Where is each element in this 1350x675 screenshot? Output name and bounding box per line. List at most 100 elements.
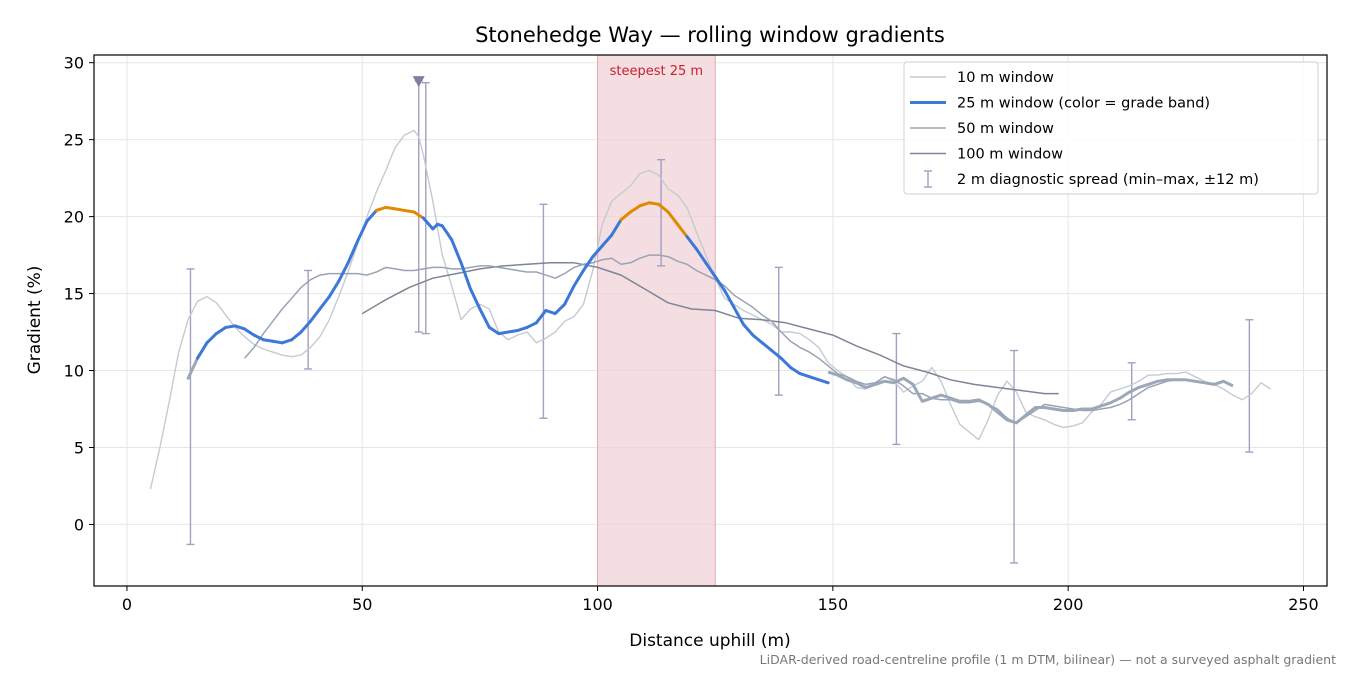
series-25m-segment-16 bbox=[337, 261, 350, 283]
series-25m-segment-9 bbox=[271, 339, 284, 345]
series-25m-segment-39 bbox=[544, 308, 557, 316]
series-25m-segment-17 bbox=[346, 239, 360, 265]
series-25m-segment-5 bbox=[233, 324, 247, 331]
x-tick-label-250: 250 bbox=[1288, 595, 1319, 614]
series-25m-segment-29 bbox=[450, 238, 463, 265]
peak-marker bbox=[412, 76, 425, 88]
y-tick-label-30: 30 bbox=[64, 54, 84, 73]
legend-box bbox=[903, 61, 1319, 195]
series-25m-segment-20 bbox=[374, 205, 388, 212]
y-tick-label-10: 10 bbox=[64, 362, 84, 381]
series-25m-segment-51 bbox=[657, 202, 670, 214]
series-25m-segment-33 bbox=[487, 325, 501, 336]
series-25m-segment-57 bbox=[713, 275, 727, 292]
x-axis-label: Distance uphill (m) bbox=[629, 631, 790, 651]
series-25m-segment-61 bbox=[751, 333, 764, 345]
y-tick-label-25: 25 bbox=[64, 131, 84, 150]
series-25m-segment-13 bbox=[308, 307, 322, 323]
y-tick-label-20: 20 bbox=[64, 208, 84, 227]
series-25m-segment-47 bbox=[619, 210, 632, 222]
series-25m-segment-66 bbox=[798, 372, 811, 379]
series-25m-segment-55 bbox=[694, 247, 708, 265]
series-25m-segment-10 bbox=[280, 338, 294, 345]
series-25m-segment-3 bbox=[214, 325, 228, 336]
series-25m-segment-63 bbox=[770, 349, 783, 360]
series-25m-segment-24 bbox=[412, 210, 425, 220]
series-10m-line bbox=[149, 129, 1271, 490]
series-25m-segment-48 bbox=[628, 204, 642, 214]
series-25m-segment-49 bbox=[638, 201, 651, 208]
series-25m-segment-60 bbox=[741, 322, 755, 337]
series-25m-segment-4 bbox=[224, 324, 237, 329]
x-tick-label-50: 50 bbox=[352, 595, 372, 614]
series-25m-segment-12 bbox=[299, 319, 312, 334]
series-25m-segment-15 bbox=[327, 279, 341, 299]
plot-area: steepest 25 m 0 50 100 150 200 250 0 5 10 15 20 25 30 bbox=[64, 54, 1328, 614]
series-25m-segment-23 bbox=[403, 208, 416, 214]
legend-label-2: 50 m window bbox=[957, 121, 1054, 137]
series-25m-segment-11 bbox=[290, 330, 303, 342]
series-25m-segment-38 bbox=[534, 308, 548, 325]
series-25m-segment-7 bbox=[252, 333, 265, 342]
series-25m-segment-37 bbox=[525, 321, 538, 329]
series-25m-segment-32 bbox=[478, 307, 491, 329]
series-25m-segment-44 bbox=[591, 244, 604, 259]
series-25m-segment-67 bbox=[807, 375, 821, 382]
y-axis-label: Gradient (%) bbox=[25, 266, 45, 375]
series-25m-segment-18 bbox=[356, 219, 369, 243]
series-25m-segment-31 bbox=[468, 287, 482, 311]
series-25m-segment-58 bbox=[723, 288, 736, 309]
x-tick-label-0: 0 bbox=[122, 595, 132, 614]
series-25m-segment-65 bbox=[789, 365, 802, 376]
steepest-band-label: steepest 25 m bbox=[610, 64, 703, 79]
series-25m-segment-50 bbox=[647, 201, 661, 206]
series-25m-segment-6 bbox=[243, 327, 256, 337]
series-25m-segment-25 bbox=[421, 216, 435, 231]
series-group bbox=[149, 80, 1271, 564]
series-50m-line bbox=[244, 254, 1234, 424]
series-25m-segment-56 bbox=[704, 261, 717, 279]
series-25m-segment-28 bbox=[440, 224, 454, 242]
legend-label-1: 25 m window (color = grade band) bbox=[957, 96, 1210, 112]
series-25m-segment-35 bbox=[506, 329, 520, 334]
series-25m-segment-36 bbox=[516, 325, 529, 333]
legend-label-4: 2 m diagnostic spread (min–max, ±12 m) bbox=[957, 172, 1259, 188]
series-25m-segment-30 bbox=[459, 261, 472, 291]
series-25m-segment-34 bbox=[497, 330, 510, 336]
series-25m-segment-45 bbox=[600, 233, 614, 248]
series-25m-segment-54 bbox=[685, 235, 698, 251]
x-tick-label-150: 150 bbox=[818, 595, 849, 614]
series-25m-segment-8 bbox=[261, 338, 275, 343]
series-25m-segment-1 bbox=[196, 341, 209, 360]
series-25m-segment-41 bbox=[563, 284, 576, 306]
series-25m-segment-53 bbox=[676, 222, 689, 239]
steepest-band bbox=[597, 54, 716, 587]
series-25m-segment-52 bbox=[666, 210, 680, 226]
series-25m-segment-2 bbox=[205, 332, 218, 345]
series-25m-segment-0 bbox=[186, 356, 200, 380]
axes-frame bbox=[93, 54, 1328, 587]
legend: 10 m window 25 m window (color = grade ba… bbox=[903, 61, 1319, 195]
series-25m-segment-14 bbox=[318, 295, 331, 311]
x-tick-label-100: 100 bbox=[582, 595, 613, 614]
y-tick-label-5: 5 bbox=[74, 438, 84, 457]
series-25m-segment-22 bbox=[393, 207, 407, 212]
series-25m-segment-19 bbox=[365, 208, 378, 223]
legend-label-3: 100 m window bbox=[957, 147, 1063, 163]
series-25m-tail bbox=[827, 370, 1234, 425]
footnote: LiDAR-derived road-centreline profile (1… bbox=[760, 652, 1336, 667]
series-25m-segment-43 bbox=[581, 255, 595, 272]
series-25m-segment-42 bbox=[572, 268, 585, 288]
series-25m-segment-21 bbox=[384, 205, 397, 211]
x-tick-label-200: 200 bbox=[1053, 595, 1084, 614]
series-25m-segment-62 bbox=[760, 341, 774, 353]
series-25m-segment-64 bbox=[779, 356, 793, 369]
legend-label-0: 10 m window bbox=[957, 70, 1054, 86]
y-tick-label-15: 15 bbox=[64, 285, 84, 304]
series-25m-segment-59 bbox=[732, 305, 745, 326]
series-25m-segment-40 bbox=[553, 302, 567, 316]
series-25m-segment-68 bbox=[817, 378, 830, 385]
chart-title: Stonehedge Way — rolling window gradient… bbox=[475, 23, 945, 47]
series-25m-segment-46 bbox=[610, 218, 623, 237]
